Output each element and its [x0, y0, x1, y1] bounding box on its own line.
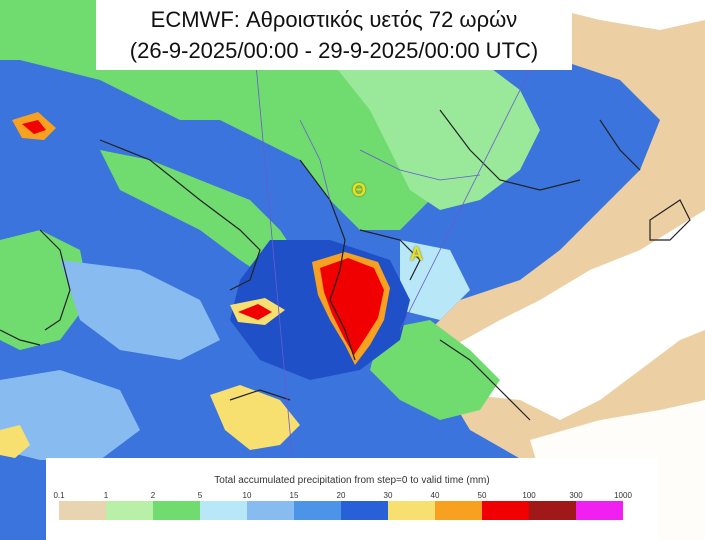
legend-color-bar [59, 501, 623, 520]
lightblue-zone-3 [0, 370, 140, 460]
map-subtitle: (26-9-2025/00:00 - 29-9-2025/00:00 UTC) [129, 38, 539, 63]
legend-color-cell [294, 501, 341, 520]
dry-land-east [430, 0, 705, 540]
green-zone-sw [0, 230, 90, 350]
legend-color-cell [247, 501, 294, 520]
legend-color-cell [435, 501, 482, 520]
legend-tick-label: 1 [103, 491, 109, 500]
legend-color-cell [341, 501, 388, 520]
coastlines [0, 109, 691, 421]
green-zone-south [370, 320, 500, 420]
red-zone-ionian [238, 304, 272, 320]
city-label-thessaloniki: Θ [352, 180, 367, 200]
green-zone-italy [100, 150, 300, 280]
legend-tick-label: 2 [150, 491, 156, 500]
legend-tick-label: 0.1 [53, 491, 65, 500]
legend-tick-label: 10 [242, 491, 252, 500]
legend-color-cell [576, 501, 623, 520]
legend-color-cell [153, 501, 200, 520]
map-title: ECMWF: Αθροιστικός υετός 72 ωρών [150, 7, 518, 32]
dry-sea-east [440, 210, 705, 420]
legend: Total accumulated precipitation from ste… [46, 458, 658, 540]
legend-tick-label: 50 [477, 491, 487, 500]
city-label-athens: Α [410, 244, 423, 264]
yellow-zone-west [0, 425, 30, 458]
legend-tick-label: 15 [289, 491, 299, 500]
legend-title: Total accumulated precipitation from ste… [214, 475, 490, 486]
yellow-zone-south [210, 385, 300, 450]
legend-tick-label: 100 [522, 491, 536, 500]
legend-color-cell [106, 501, 153, 520]
legend-color-cell [388, 501, 435, 520]
legend-tick-label: 20 [336, 491, 346, 500]
legend-tick-label: 30 [383, 491, 393, 500]
lightblue-zone-1 [60, 260, 220, 360]
legend-color-cell [529, 501, 576, 520]
red-zone-nw [22, 120, 46, 134]
legend-tick-label: 5 [197, 491, 203, 500]
lightblue-zone-2 [400, 240, 470, 320]
legend-color-cell [200, 501, 247, 520]
legend-color-cell [59, 501, 106, 520]
legend-tick-label: 300 [569, 491, 583, 500]
legend-color-cell [482, 501, 529, 520]
legend-tick-label: 1000 [614, 491, 632, 500]
map-title-box: ECMWF: Αθροιστικός υετός 72 ωρών (26-9-2… [96, 0, 572, 70]
legend-tick-label: 40 [430, 491, 440, 500]
